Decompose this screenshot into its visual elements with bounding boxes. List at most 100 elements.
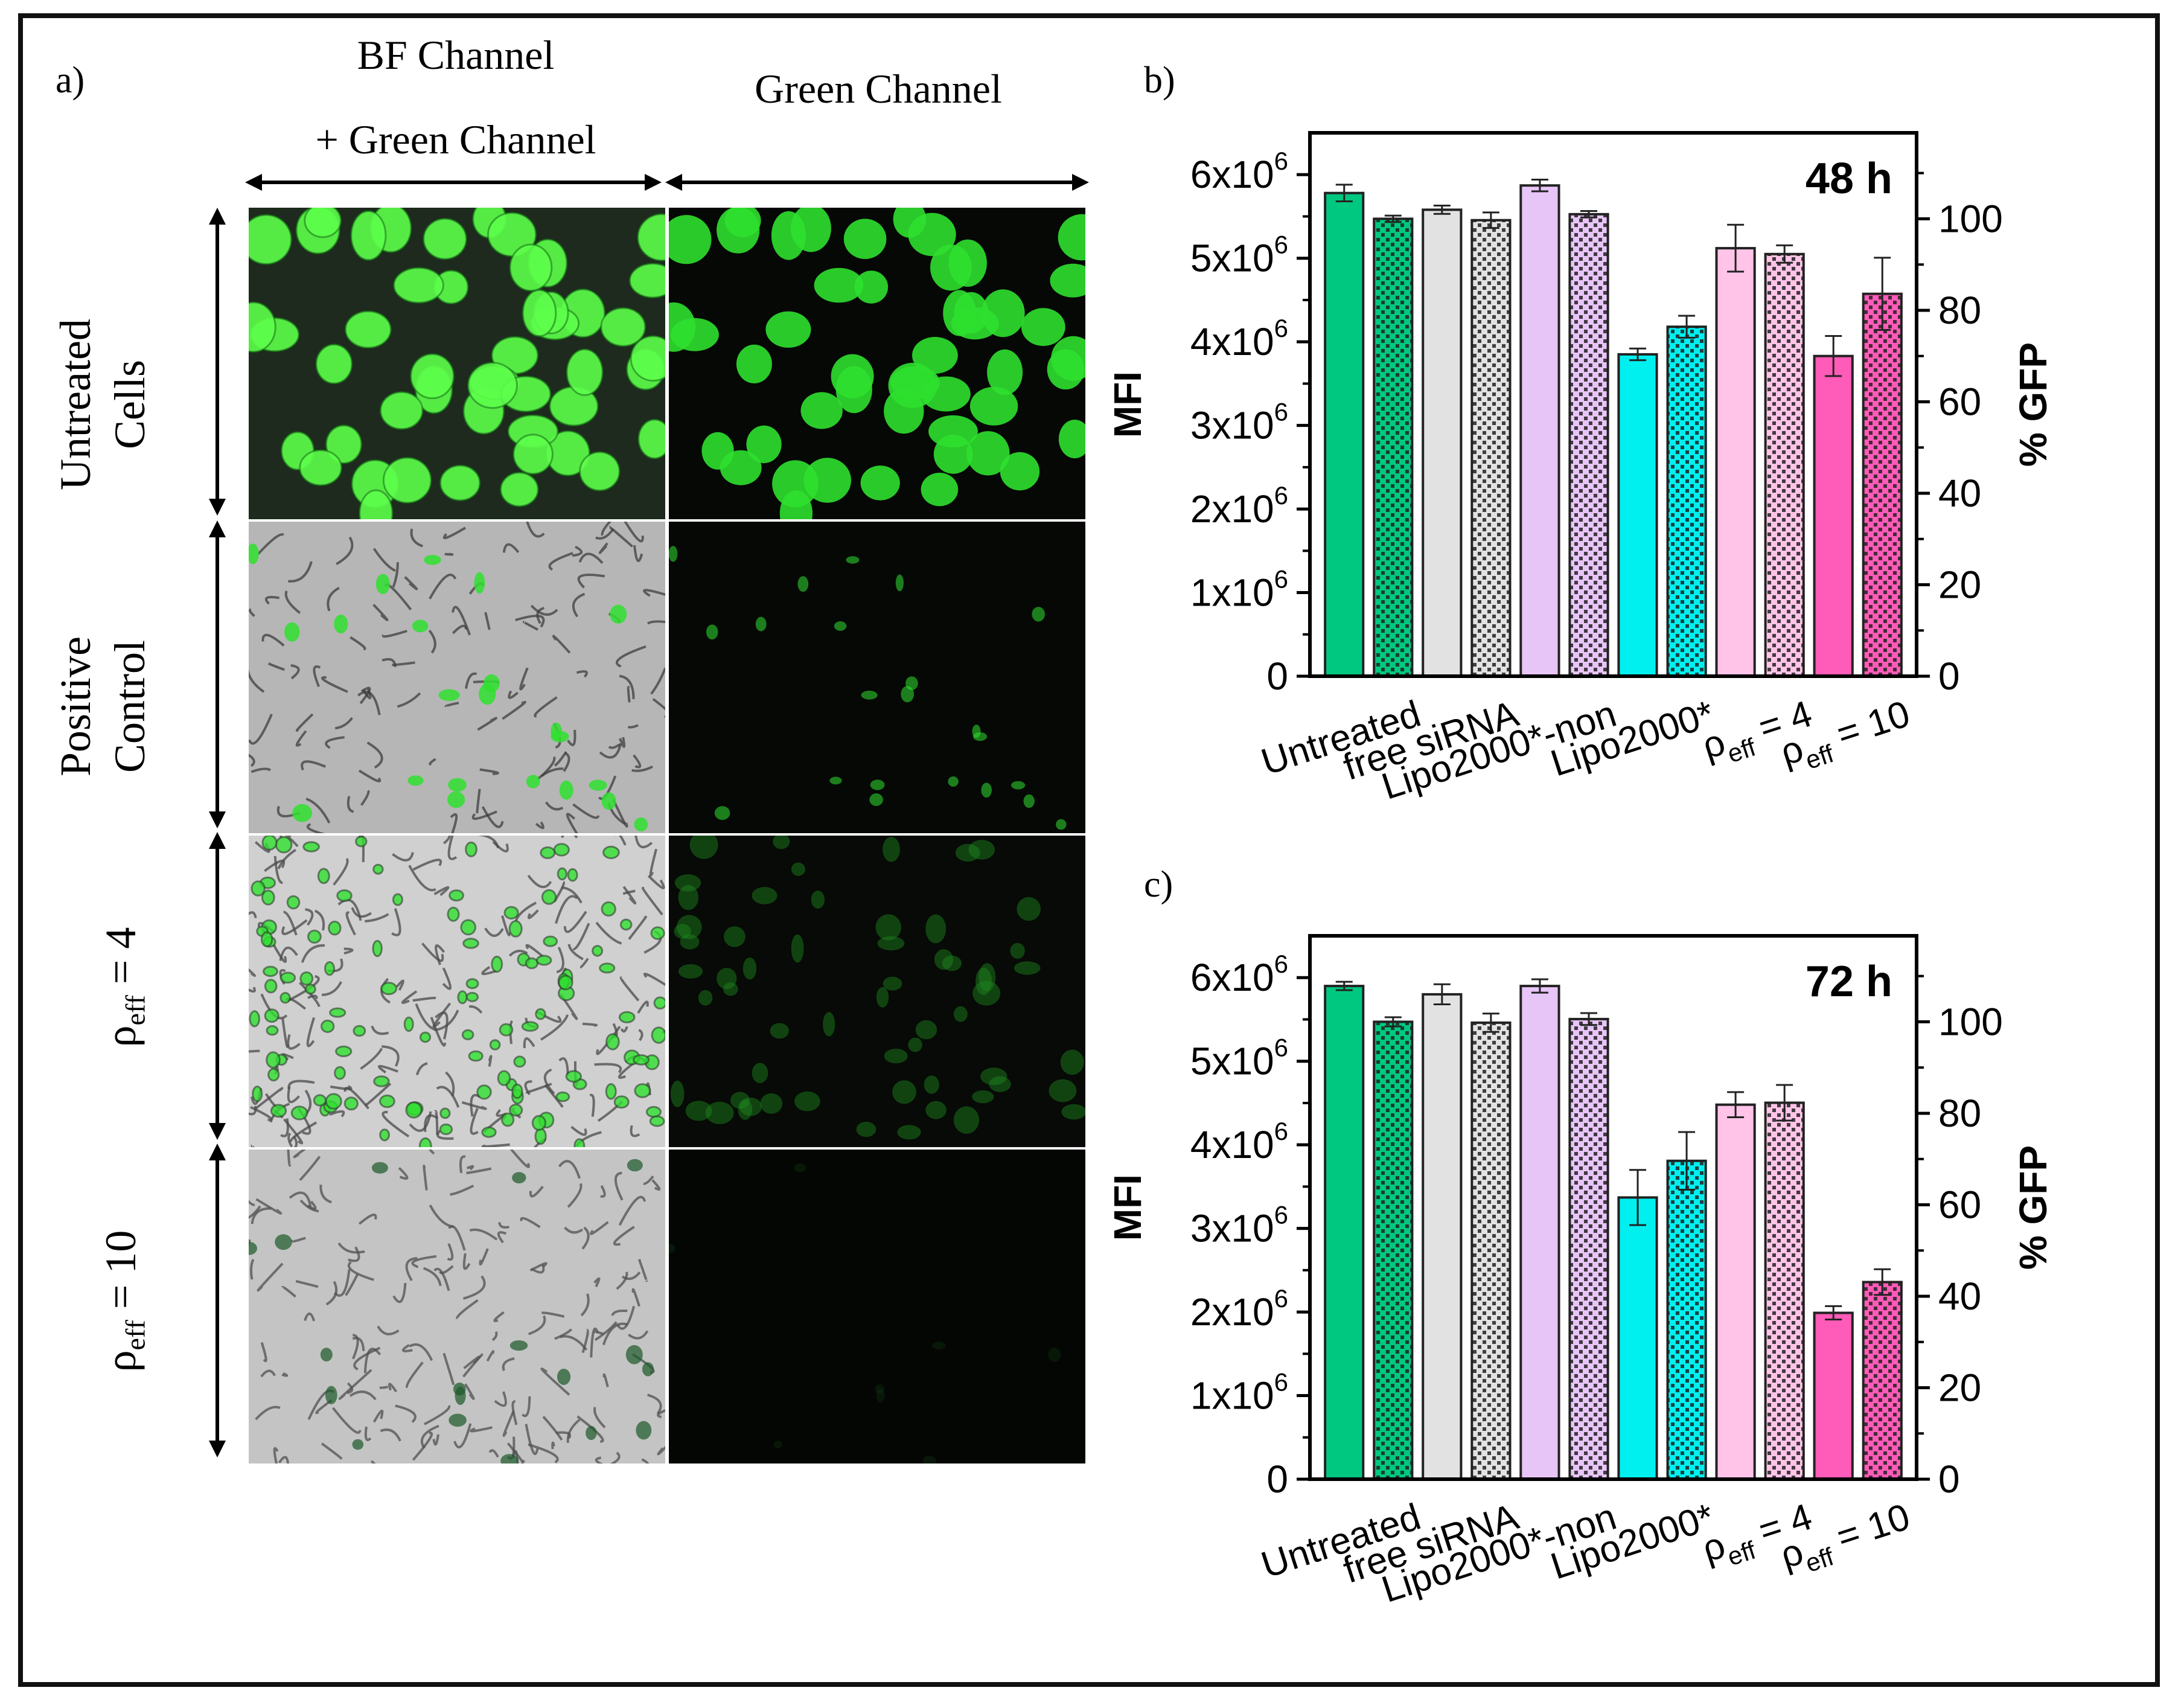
cell-blob bbox=[739, 1098, 762, 1116]
cell-blob bbox=[876, 1389, 885, 1403]
cell-blob bbox=[343, 1096, 359, 1111]
cell-blob bbox=[373, 1075, 390, 1087]
cell-blob bbox=[933, 434, 973, 474]
cell-outline bbox=[531, 1264, 545, 1274]
cell-blob bbox=[942, 955, 962, 971]
cell-blob bbox=[418, 1137, 432, 1147]
cell-blob bbox=[270, 1104, 287, 1118]
chart-bar bbox=[1764, 1101, 1805, 1480]
cell-outline bbox=[528, 1315, 546, 1336]
cell-outline bbox=[564, 1226, 583, 1234]
chart-bar bbox=[1715, 1103, 1756, 1480]
error-bar bbox=[1531, 978, 1548, 994]
cell-outline bbox=[267, 662, 285, 671]
cell-outline bbox=[528, 1443, 559, 1463]
y-tick-label: 3x106 bbox=[1190, 398, 1288, 447]
cell-outline bbox=[351, 907, 372, 918]
cell-outline bbox=[314, 909, 325, 931]
cell-outline bbox=[619, 737, 626, 748]
cell-outline bbox=[608, 743, 621, 749]
cell-outline bbox=[319, 1185, 332, 1204]
cell-blob bbox=[336, 889, 353, 902]
cell-outline bbox=[581, 1329, 589, 1353]
chart-title: 72 h bbox=[1806, 958, 1892, 1006]
cell-outline bbox=[415, 1062, 428, 1076]
cell-outline bbox=[329, 1110, 345, 1118]
cell-blob bbox=[1023, 794, 1035, 808]
cell-outline bbox=[249, 1105, 257, 1116]
cell-outline bbox=[634, 836, 653, 849]
cell-blob bbox=[439, 464, 481, 502]
cell-outline bbox=[408, 865, 436, 892]
cell-blob bbox=[1056, 819, 1067, 830]
cell-blob bbox=[491, 955, 503, 973]
cell-outline bbox=[357, 691, 381, 715]
cell-outline bbox=[343, 947, 354, 955]
cell-blob bbox=[249, 214, 292, 265]
cell-blob bbox=[755, 616, 767, 632]
cell-blob bbox=[325, 1093, 342, 1110]
cell-outline bbox=[251, 767, 271, 773]
cell-outline bbox=[448, 1225, 466, 1251]
cell-outline bbox=[567, 944, 584, 961]
cell-outline bbox=[346, 796, 354, 813]
cell-outline bbox=[470, 1108, 479, 1135]
cell-outline bbox=[589, 1221, 609, 1235]
cell-outline bbox=[481, 966, 497, 976]
cell-blob bbox=[876, 987, 889, 1008]
cell-outline bbox=[563, 752, 570, 772]
cell-outline bbox=[552, 635, 571, 654]
cell-outline bbox=[481, 1143, 510, 1147]
cell-outline bbox=[412, 859, 442, 871]
cell-blob bbox=[352, 1439, 364, 1450]
cell-outline bbox=[281, 1285, 296, 1298]
cell-blob bbox=[797, 576, 809, 592]
cell-outline bbox=[572, 803, 600, 819]
y-tick-label: 4x106 bbox=[1190, 1117, 1288, 1166]
cell-outline bbox=[464, 1383, 475, 1400]
cell-outline bbox=[406, 1361, 424, 1389]
cell-blob bbox=[642, 1362, 654, 1377]
cell-blob bbox=[912, 337, 958, 374]
cell-blob bbox=[925, 1101, 947, 1119]
cell-outline bbox=[643, 1176, 654, 1185]
cell-outline bbox=[560, 1335, 588, 1351]
cell-blob bbox=[249, 301, 276, 353]
cell-blob bbox=[811, 891, 825, 909]
cell-blob bbox=[372, 939, 383, 958]
cell-outline bbox=[277, 848, 296, 869]
y2-tick-label: 20 bbox=[1938, 1366, 1981, 1409]
error-bar bbox=[1629, 347, 1647, 362]
cell-blob bbox=[497, 1070, 511, 1086]
cell-blob bbox=[393, 267, 444, 304]
cell-outline bbox=[358, 769, 382, 782]
chart-bar bbox=[1568, 1017, 1609, 1480]
cell-outline bbox=[430, 1017, 446, 1047]
cell-outline bbox=[260, 1342, 267, 1363]
error-bar bbox=[1874, 1268, 1891, 1296]
cell-outline bbox=[494, 1391, 507, 1407]
cell-outline bbox=[391, 908, 401, 936]
cell-blob bbox=[883, 837, 900, 862]
cell-outline bbox=[594, 1321, 618, 1342]
plot-frame bbox=[1308, 934, 1918, 1481]
cell-outline bbox=[595, 528, 615, 540]
cell-outline bbox=[601, 522, 611, 536]
cell-blob bbox=[932, 1342, 946, 1350]
y2-axis-label: % GFP bbox=[2011, 342, 2055, 467]
y2-tick-label: 100 bbox=[1938, 1000, 2003, 1043]
cell-outline bbox=[392, 852, 414, 862]
cell-outline bbox=[619, 976, 640, 1002]
cell-blob bbox=[567, 868, 578, 882]
cell-outline bbox=[614, 1171, 624, 1201]
cell-outline bbox=[409, 1343, 433, 1361]
row-label-positive-line1: Positive bbox=[51, 636, 100, 777]
cell-outline bbox=[498, 1222, 509, 1229]
micrograph-positive-green bbox=[669, 522, 1085, 833]
cell-blob bbox=[968, 840, 995, 860]
chart-bar bbox=[1617, 1196, 1658, 1480]
cell-outline bbox=[249, 968, 256, 977]
cell-blob bbox=[284, 622, 300, 642]
cell-outline bbox=[273, 1447, 279, 1463]
cell-blob bbox=[535, 955, 552, 966]
